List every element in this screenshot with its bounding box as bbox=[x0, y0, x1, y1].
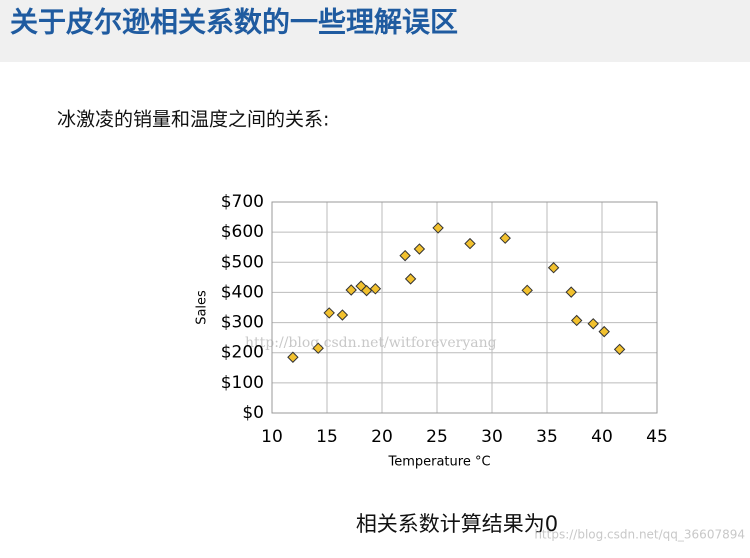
point bbox=[323, 307, 335, 319]
point bbox=[521, 284, 533, 297]
x-tick-label: 45 bbox=[646, 427, 668, 447]
x-tick-label: 10 bbox=[261, 427, 283, 447]
x-tick-label: 25 bbox=[426, 427, 448, 447]
point bbox=[432, 222, 444, 234]
y-tick-label: $500 bbox=[221, 252, 264, 272]
point bbox=[399, 249, 411, 262]
point bbox=[587, 318, 599, 330]
slide-title: 关于皮尔逊相关系数的一些理解误区 bbox=[10, 6, 458, 39]
point bbox=[499, 232, 511, 244]
point bbox=[312, 342, 324, 354]
subtitle: 冰激凌的销量和温度之间的关系: bbox=[57, 109, 329, 131]
header-band bbox=[0, 0, 750, 62]
y-axis-label: Sales bbox=[195, 290, 210, 325]
y-tick-label: $0 bbox=[242, 403, 264, 423]
plot-frame bbox=[271, 201, 658, 414]
x-tick-label: 30 bbox=[481, 427, 503, 447]
point bbox=[336, 309, 349, 321]
x-tick-label: 40 bbox=[591, 427, 613, 447]
point bbox=[570, 314, 583, 327]
point bbox=[598, 325, 610, 338]
watermark: http://blog.csdn.net/witforeveryang bbox=[245, 335, 497, 351]
x-tick-label: 15 bbox=[316, 427, 338, 447]
y-tick-label: $300 bbox=[221, 313, 264, 333]
y-tick-label: $100 bbox=[221, 373, 264, 393]
point bbox=[464, 237, 476, 250]
y-tick-label: $200 bbox=[221, 343, 264, 363]
chart: $0 $100 $200 $300 $400 $500 $600 $700 10 15 20 25 30… bbox=[195, 192, 668, 470]
y-tick-label: $700 bbox=[221, 192, 264, 212]
point bbox=[413, 243, 426, 255]
x-axis-label: Temperature °C bbox=[387, 455, 490, 470]
point bbox=[287, 351, 299, 363]
y-tick-label: $600 bbox=[221, 222, 264, 242]
point bbox=[369, 283, 382, 295]
y-tick-label: $400 bbox=[221, 282, 264, 302]
point bbox=[345, 284, 357, 296]
x-tick-label: 35 bbox=[536, 427, 558, 447]
watermark: https://blog.csdn.net/qq_36607894 bbox=[534, 528, 745, 542]
caption: 相关系数计算结果为0 bbox=[356, 512, 558, 536]
x-tick-label: 20 bbox=[371, 427, 393, 447]
point bbox=[547, 262, 560, 274]
point bbox=[565, 286, 577, 298]
point bbox=[404, 273, 417, 285]
point bbox=[613, 343, 626, 356]
